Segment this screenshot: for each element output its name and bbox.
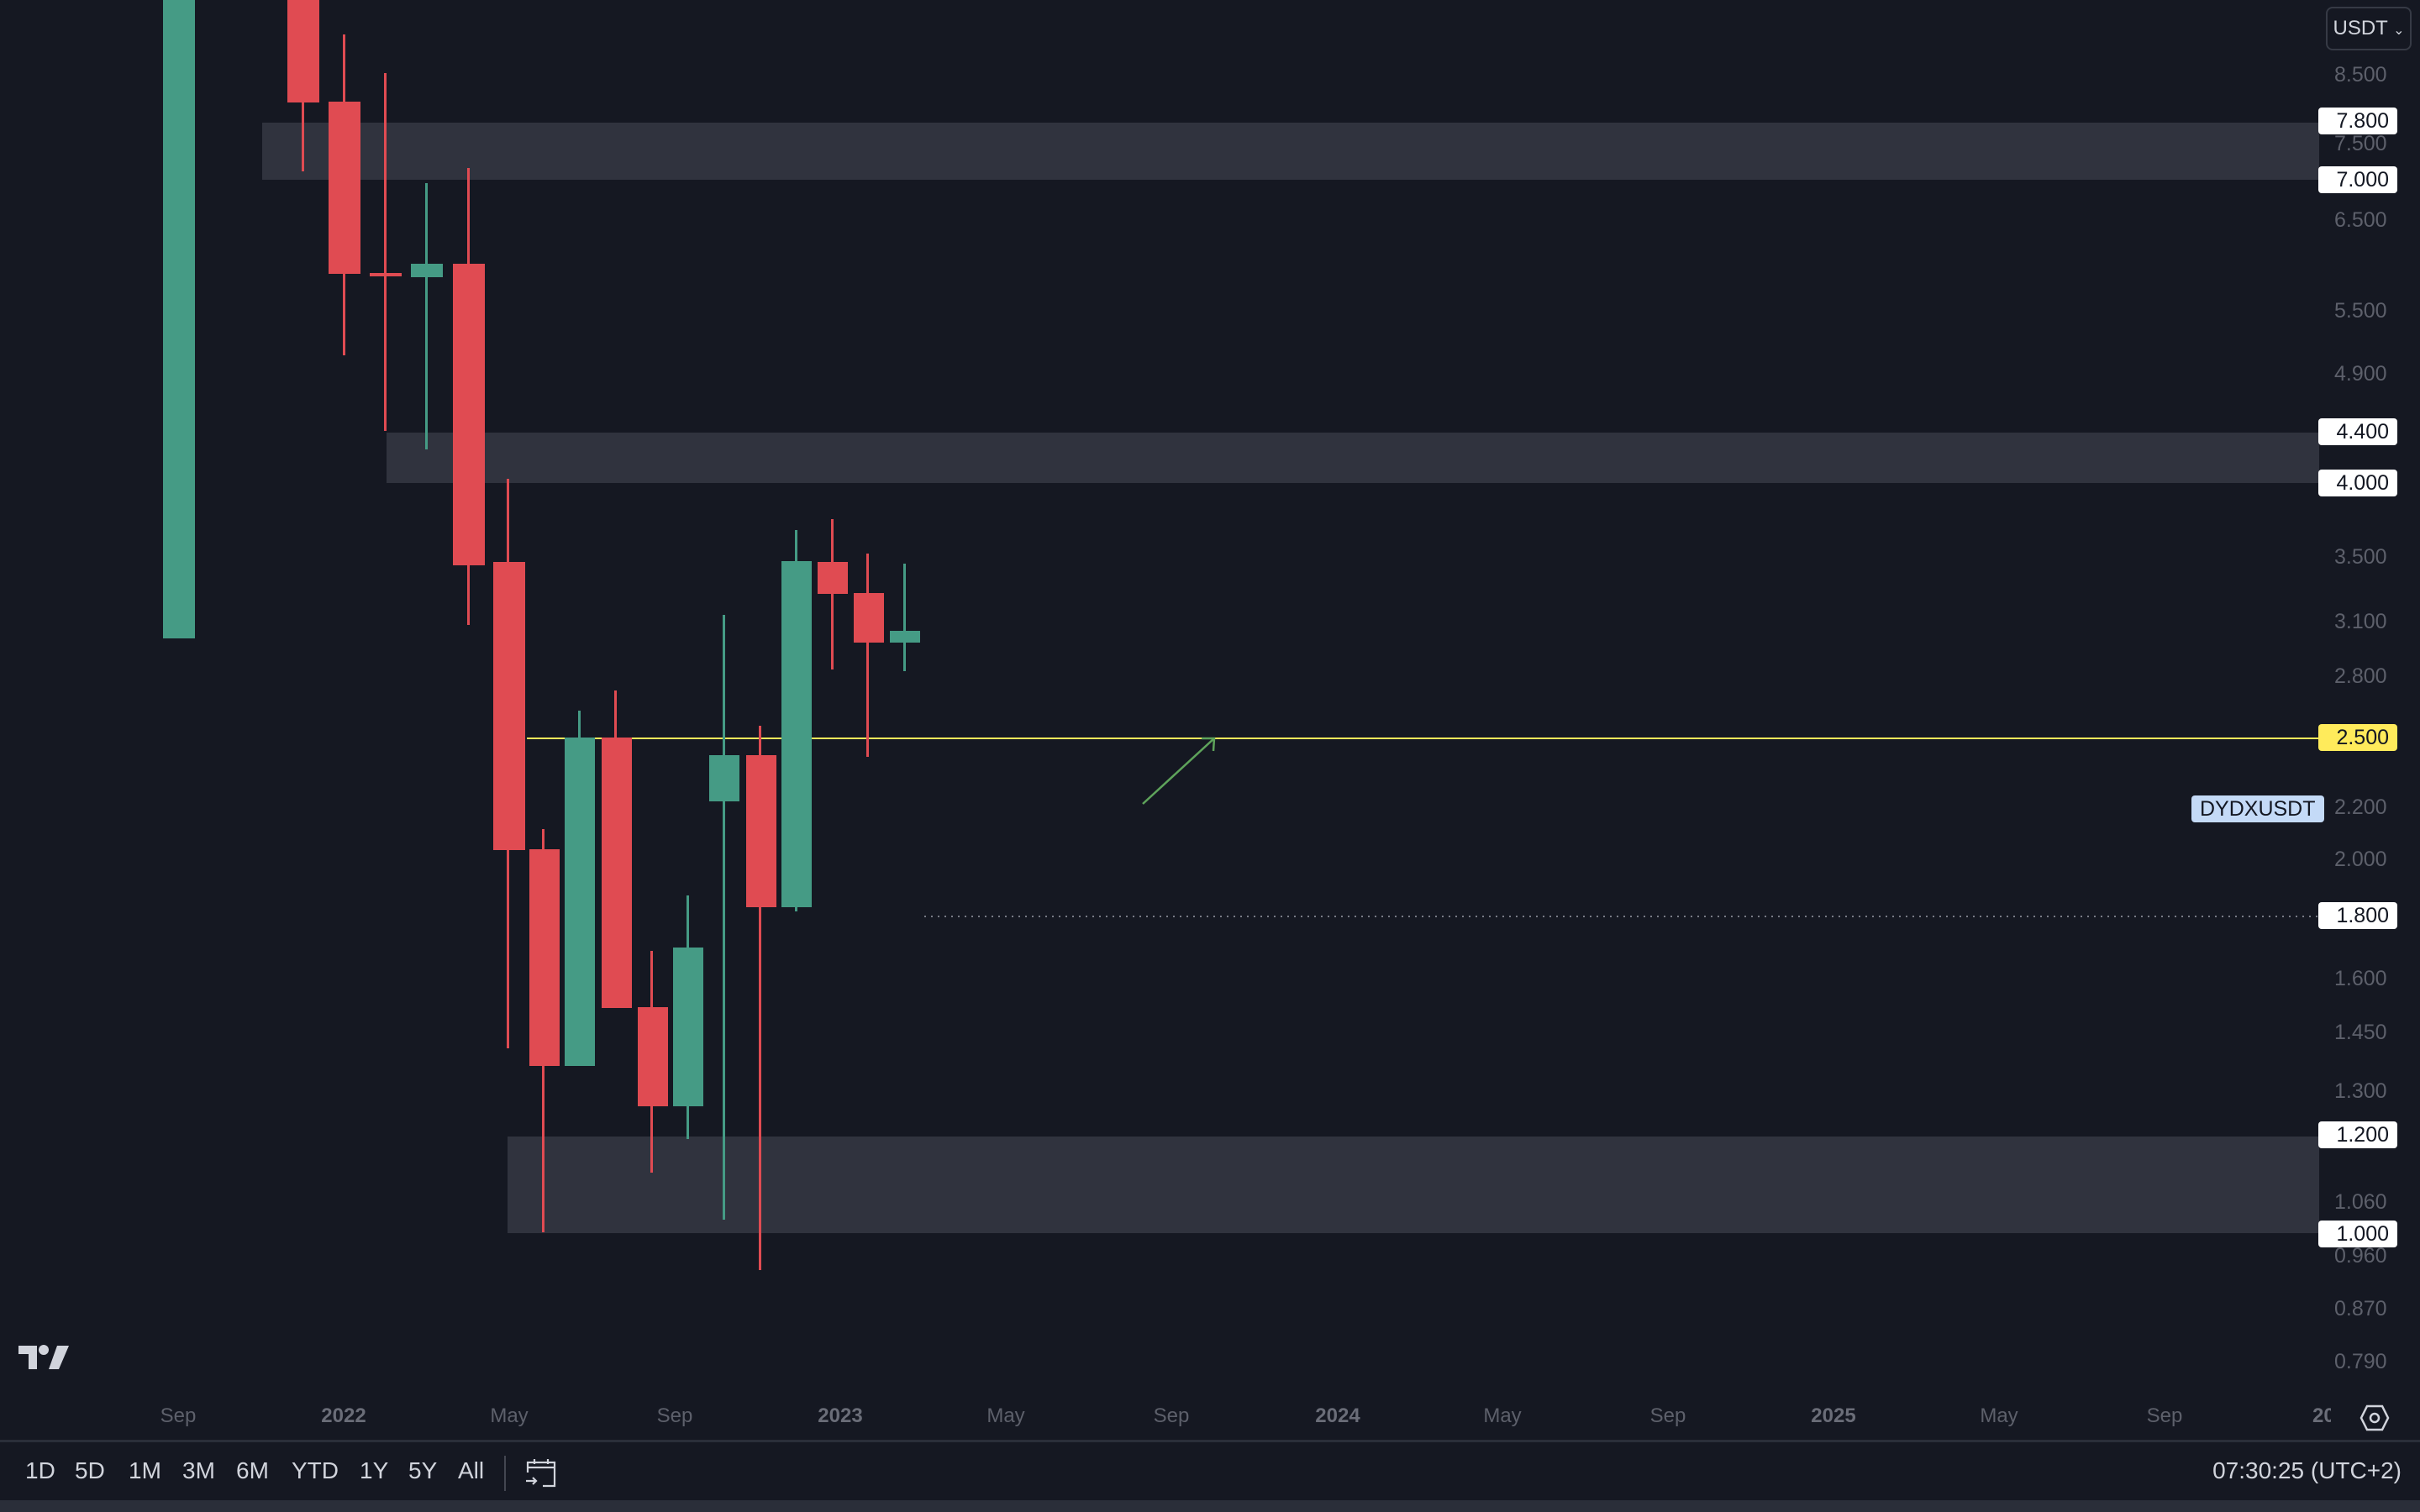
candle[interactable] xyxy=(854,593,884,643)
tradingview-logo[interactable] xyxy=(18,1342,72,1375)
price-label-1.200[interactable]: 1.200 xyxy=(2318,1121,2397,1148)
candle[interactable] xyxy=(565,738,595,1066)
time-tick: Sep xyxy=(1153,1404,1190,1427)
settings-hex-icon[interactable] xyxy=(2360,1404,2390,1436)
range-3m[interactable]: 3M xyxy=(182,1457,215,1483)
candle-wick xyxy=(384,73,387,431)
price-tick: 0.960 xyxy=(2334,1244,2387,1268)
candle-wick xyxy=(759,726,761,1270)
candle[interactable] xyxy=(453,264,485,565)
time-tick: Sep xyxy=(160,1404,197,1427)
range-1y[interactable]: 1Y xyxy=(360,1457,389,1483)
time-tick: 2022 xyxy=(321,1404,366,1427)
time-tick: May xyxy=(490,1404,529,1427)
price-label-2.500[interactable]: 2.500 xyxy=(2318,724,2397,751)
time-tick: May xyxy=(1980,1404,2018,1427)
price-tick: 6.500 xyxy=(2334,208,2387,232)
zone-7.0-7.8[interactable] xyxy=(262,123,2319,180)
price-label-4.000[interactable]: 4.000 xyxy=(2318,470,2397,496)
candle[interactable] xyxy=(529,849,560,1066)
range-all[interactable]: All xyxy=(458,1457,485,1483)
price-tick: 0.870 xyxy=(2334,1297,2387,1320)
candle-wick xyxy=(723,615,725,1220)
candle[interactable] xyxy=(818,562,848,594)
price-tick: 7.500 xyxy=(2334,132,2387,155)
price-tick: 2.800 xyxy=(2334,664,2387,688)
price-tick: 2.000 xyxy=(2334,848,2387,871)
bottom-toolbar: 1D 5D 1M 3M 6M YTD 1Y 5Y All 07:30:25 (U… xyxy=(0,1442,2420,1500)
candle-wick xyxy=(903,564,906,671)
candle[interactable] xyxy=(287,0,319,102)
candle[interactable] xyxy=(746,755,776,907)
price-tick: 0.790 xyxy=(2334,1350,2387,1373)
candle[interactable] xyxy=(411,264,443,277)
range-6m[interactable]: 6M xyxy=(236,1457,269,1483)
candle[interactable] xyxy=(370,273,402,276)
calendar-goto-icon[interactable] xyxy=(524,1456,558,1494)
candle[interactable] xyxy=(602,738,632,1008)
candle-wick xyxy=(831,519,834,669)
time-tick: May xyxy=(1483,1404,1522,1427)
arrow-annotation[interactable] xyxy=(1142,737,1216,805)
price-tick: 4.900 xyxy=(2334,362,2387,386)
range-5y[interactable]: 5Y xyxy=(408,1457,438,1483)
time-tick: 2025 xyxy=(1811,1404,1856,1427)
symbol-tag: DYDXUSDT xyxy=(2191,795,2324,822)
price-tick: 3.100 xyxy=(2334,610,2387,633)
candle[interactable] xyxy=(781,561,812,907)
zone-1.0-1.2[interactable] xyxy=(508,1137,2319,1233)
price-zones xyxy=(262,123,2319,1233)
clock[interactable]: 07:30:25 (UTC+2) xyxy=(2212,1457,2402,1483)
toolbar-divider xyxy=(504,1456,506,1491)
time-tick: 20 xyxy=(2312,1404,2331,1427)
time-tick: 2023 xyxy=(818,1404,863,1427)
time-tick: 2024 xyxy=(1315,1404,1360,1427)
price-tick: 2.200 xyxy=(2334,795,2387,819)
candle[interactable] xyxy=(638,1007,668,1106)
price-label-7.800[interactable]: 7.800 xyxy=(2318,108,2397,134)
price-tick: 8.500 xyxy=(2334,63,2387,87)
time-tick: Sep xyxy=(2146,1404,2183,1427)
price-tick: 3.500 xyxy=(2334,545,2387,569)
price-tick: 1.600 xyxy=(2334,967,2387,990)
time-tick: Sep xyxy=(656,1404,693,1427)
price-tick: 1.060 xyxy=(2334,1190,2387,1214)
price-tick: 1.450 xyxy=(2334,1021,2387,1044)
price-tick: 5.500 xyxy=(2334,299,2387,323)
currency-selector[interactable]: USDT ⌄ xyxy=(2326,7,2412,50)
range-1m[interactable]: 1M xyxy=(129,1457,161,1483)
price-tick: 1.300 xyxy=(2334,1079,2387,1103)
price-label-1.000[interactable]: 1.000 xyxy=(2318,1221,2397,1247)
candles xyxy=(163,0,920,1270)
candle[interactable] xyxy=(493,562,525,850)
zone-4.0-4.4[interactable] xyxy=(387,433,2319,483)
bottom-strip xyxy=(0,1500,2420,1512)
price-label-7.000[interactable]: 7.000 xyxy=(2318,166,2397,193)
time-tick: Sep xyxy=(1649,1404,1686,1427)
price-label-4.400[interactable]: 4.400 xyxy=(2318,418,2397,445)
time-tick: May xyxy=(986,1404,1025,1427)
candle[interactable] xyxy=(673,948,703,1106)
range-1d[interactable]: 1D xyxy=(25,1457,55,1483)
price-label-1.800[interactable]: 1.800 xyxy=(2318,902,2397,929)
range-5d[interactable]: 5D xyxy=(75,1457,105,1483)
candle[interactable] xyxy=(890,631,920,643)
candle[interactable] xyxy=(709,755,739,801)
candle-wick xyxy=(425,183,428,449)
axis-separator xyxy=(0,1440,2420,1442)
candle-wick xyxy=(866,554,869,757)
chevron-down-icon: ⌄ xyxy=(2393,24,2405,38)
currency-label: USDT xyxy=(2333,17,2388,39)
candle[interactable] xyxy=(329,102,360,274)
range-ytd[interactable]: YTD xyxy=(292,1457,339,1483)
candle[interactable] xyxy=(163,0,195,638)
